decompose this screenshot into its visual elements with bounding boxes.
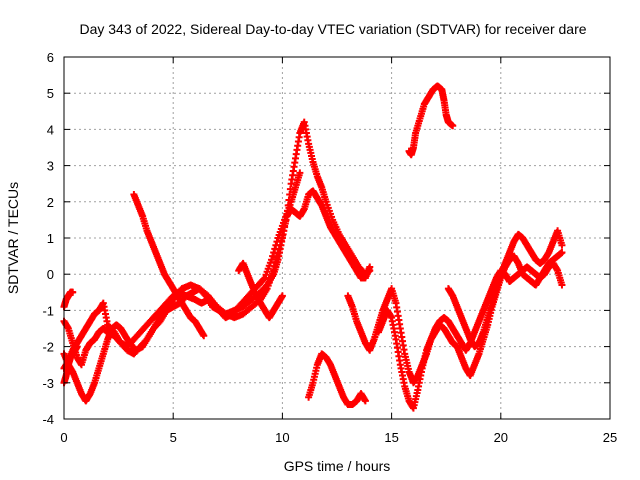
- series-s8: [344, 248, 566, 387]
- data-point: [260, 275, 268, 283]
- series-s10: [444, 227, 566, 351]
- y-tick-label: 1: [47, 231, 54, 246]
- series-s9: [374, 252, 566, 412]
- x-tick-label: 5: [170, 430, 177, 445]
- x-tick-label: 0: [60, 430, 67, 445]
- series-s4: [60, 169, 304, 372]
- data-point: [269, 252, 277, 260]
- series-s5: [60, 288, 77, 311]
- data-point: [558, 248, 566, 256]
- data-point: [361, 397, 369, 405]
- series-s6: [60, 343, 81, 387]
- data-point: [296, 169, 304, 177]
- data-point: [200, 332, 208, 340]
- x-tick-label: 15: [384, 430, 398, 445]
- series-s12: [235, 259, 286, 322]
- data-points: [60, 82, 566, 412]
- y-tick-label: -4: [42, 412, 54, 427]
- y-tick-label: 4: [47, 122, 54, 137]
- y-tick-label: 2: [47, 195, 54, 210]
- y-tick-label: 0: [47, 267, 54, 282]
- series-s7: [305, 350, 369, 409]
- data-point: [274, 250, 282, 258]
- data-point: [366, 267, 374, 275]
- axis-ticks: 0 5 10 15 20 25 -4 -3 -2 -1 0 1 2 3 4 5 6: [42, 50, 617, 445]
- data-point: [270, 248, 278, 256]
- data-point: [73, 343, 81, 351]
- y-tick-label: -2: [42, 340, 54, 355]
- x-tick-label: 10: [275, 430, 289, 445]
- data-point: [273, 238, 281, 246]
- data-point: [272, 241, 280, 249]
- data-point: [558, 241, 566, 249]
- y-tick-label: 6: [47, 50, 54, 65]
- series-s3: [130, 191, 208, 340]
- y-tick-label: 5: [47, 86, 54, 101]
- x-tick-label: 20: [494, 430, 508, 445]
- series-s11: [405, 82, 457, 159]
- data-point: [69, 288, 77, 296]
- chart-title: Day 343 of 2022, Sidereal Day-to-day VTE…: [79, 21, 586, 37]
- data-point: [267, 256, 275, 264]
- data-point: [278, 292, 286, 300]
- y-axis-label: SDTVAR / TECUs: [5, 182, 21, 294]
- data-point: [271, 245, 279, 253]
- data-point: [273, 254, 281, 262]
- y-tick-label: -1: [42, 303, 54, 318]
- grid: [64, 57, 610, 419]
- data-point: [558, 281, 566, 289]
- y-tick-label: -3: [42, 376, 54, 391]
- y-tick-label: 3: [47, 159, 54, 174]
- data-point: [449, 122, 457, 130]
- x-axis-label: GPS time / hours: [284, 458, 391, 474]
- x-tick-label: 25: [603, 430, 617, 445]
- data-point: [270, 267, 278, 275]
